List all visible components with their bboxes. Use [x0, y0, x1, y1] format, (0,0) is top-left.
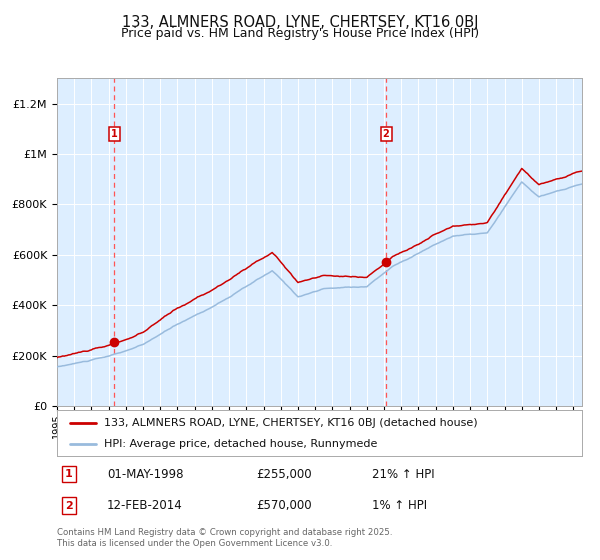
Text: Contains HM Land Registry data © Crown copyright and database right 2025.
This d: Contains HM Land Registry data © Crown c… — [57, 528, 392, 548]
Text: 12-FEB-2014: 12-FEB-2014 — [107, 499, 182, 512]
Text: HPI: Average price, detached house, Runnymede: HPI: Average price, detached house, Runn… — [104, 439, 377, 449]
Text: Price paid vs. HM Land Registry's House Price Index (HPI): Price paid vs. HM Land Registry's House … — [121, 27, 479, 40]
Text: 1: 1 — [65, 469, 73, 479]
Text: 133, ALMNERS ROAD, LYNE, CHERTSEY, KT16 0BJ (detached house): 133, ALMNERS ROAD, LYNE, CHERTSEY, KT16 … — [104, 418, 478, 428]
Text: 1% ↑ HPI: 1% ↑ HPI — [372, 499, 427, 512]
Text: 01-MAY-1998: 01-MAY-1998 — [107, 468, 184, 480]
Text: 2: 2 — [383, 129, 389, 139]
Text: 2: 2 — [65, 501, 73, 511]
Text: £570,000: £570,000 — [257, 499, 312, 512]
Text: £255,000: £255,000 — [257, 468, 312, 480]
Text: 1: 1 — [111, 129, 118, 139]
Text: 133, ALMNERS ROAD, LYNE, CHERTSEY, KT16 0BJ: 133, ALMNERS ROAD, LYNE, CHERTSEY, KT16 … — [122, 15, 478, 30]
Text: 21% ↑ HPI: 21% ↑ HPI — [372, 468, 434, 480]
